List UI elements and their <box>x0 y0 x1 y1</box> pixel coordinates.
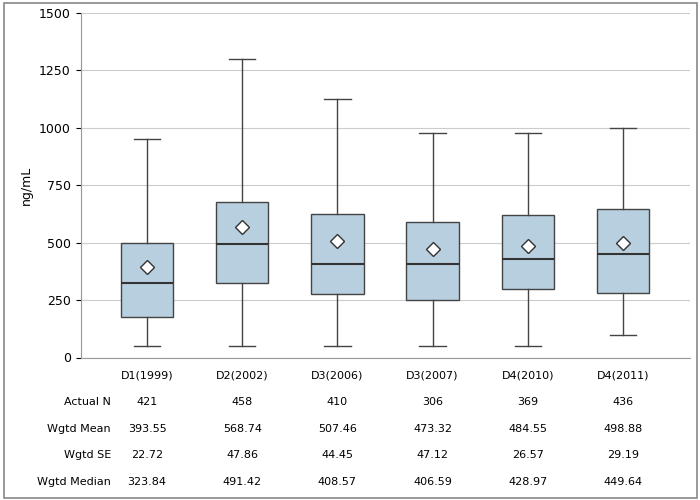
Text: 498.88: 498.88 <box>603 424 643 434</box>
PathPatch shape <box>121 242 174 318</box>
Text: 29.19: 29.19 <box>607 450 639 460</box>
Text: 22.72: 22.72 <box>131 450 163 460</box>
PathPatch shape <box>596 209 649 293</box>
Text: Actual N: Actual N <box>64 397 111 407</box>
Text: D4(2011): D4(2011) <box>596 371 649 381</box>
Text: 47.12: 47.12 <box>416 450 449 460</box>
Text: 491.42: 491.42 <box>223 477 262 487</box>
Text: 369: 369 <box>517 397 538 407</box>
Text: 393.55: 393.55 <box>127 424 167 434</box>
Text: Wgtd SE: Wgtd SE <box>64 450 111 460</box>
Text: 47.86: 47.86 <box>226 450 258 460</box>
Text: 26.57: 26.57 <box>512 450 544 460</box>
Text: D3(2006): D3(2006) <box>312 371 363 381</box>
Text: 507.46: 507.46 <box>318 424 357 434</box>
Text: 323.84: 323.84 <box>127 477 167 487</box>
Text: 306: 306 <box>422 397 443 407</box>
Y-axis label: ng/mL: ng/mL <box>20 166 34 204</box>
Text: D1(1999): D1(1999) <box>121 371 174 381</box>
Text: 568.74: 568.74 <box>223 424 262 434</box>
Text: Wgtd Median: Wgtd Median <box>37 477 111 487</box>
Text: 406.59: 406.59 <box>413 477 452 487</box>
Text: 428.97: 428.97 <box>508 477 547 487</box>
Text: 44.45: 44.45 <box>321 450 354 460</box>
Text: D3(2007): D3(2007) <box>406 371 459 381</box>
Text: 449.64: 449.64 <box>603 477 643 487</box>
PathPatch shape <box>312 214 363 294</box>
Text: 410: 410 <box>327 397 348 407</box>
PathPatch shape <box>216 202 268 283</box>
PathPatch shape <box>407 222 459 300</box>
Text: D4(2010): D4(2010) <box>501 371 554 381</box>
Text: 421: 421 <box>136 397 158 407</box>
Text: D2(2002): D2(2002) <box>216 371 269 381</box>
Text: 473.32: 473.32 <box>413 424 452 434</box>
PathPatch shape <box>502 215 554 288</box>
Text: Wgtd Mean: Wgtd Mean <box>47 424 111 434</box>
Text: 436: 436 <box>612 397 634 407</box>
Text: 408.57: 408.57 <box>318 477 357 487</box>
Text: 484.55: 484.55 <box>508 424 547 434</box>
Text: 458: 458 <box>232 397 253 407</box>
